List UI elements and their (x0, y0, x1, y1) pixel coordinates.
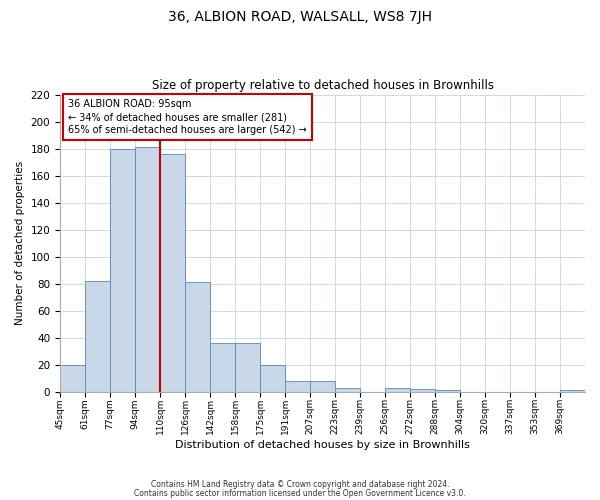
Bar (160, 154, 185, 392)
Bar (385, 388, 410, 392)
Bar (85, 281, 110, 392)
Bar (235, 343, 260, 392)
Text: 36, ALBION ROAD, WALSALL, WS8 7JH: 36, ALBION ROAD, WALSALL, WS8 7JH (168, 10, 432, 24)
Bar (135, 148, 160, 392)
Bar (185, 282, 210, 392)
Bar (110, 148, 135, 392)
Bar (335, 388, 360, 392)
Bar (285, 381, 310, 392)
Bar (260, 365, 285, 392)
Bar (435, 390, 460, 392)
Text: Contains HM Land Registry data © Crown copyright and database right 2024.: Contains HM Land Registry data © Crown c… (151, 480, 449, 489)
Text: Contains public sector information licensed under the Open Government Licence v3: Contains public sector information licen… (134, 488, 466, 498)
Bar (60, 365, 85, 392)
Bar (310, 381, 335, 392)
Title: Size of property relative to detached houses in Brownhills: Size of property relative to detached ho… (152, 79, 494, 92)
X-axis label: Distribution of detached houses by size in Brownhills: Distribution of detached houses by size … (175, 440, 470, 450)
Bar (210, 343, 235, 392)
Bar (410, 389, 435, 392)
Bar (560, 390, 585, 392)
Y-axis label: Number of detached properties: Number of detached properties (15, 161, 25, 325)
Text: 36 ALBION ROAD: 95sqm
← 34% of detached houses are smaller (281)
65% of semi-det: 36 ALBION ROAD: 95sqm ← 34% of detached … (68, 99, 307, 136)
